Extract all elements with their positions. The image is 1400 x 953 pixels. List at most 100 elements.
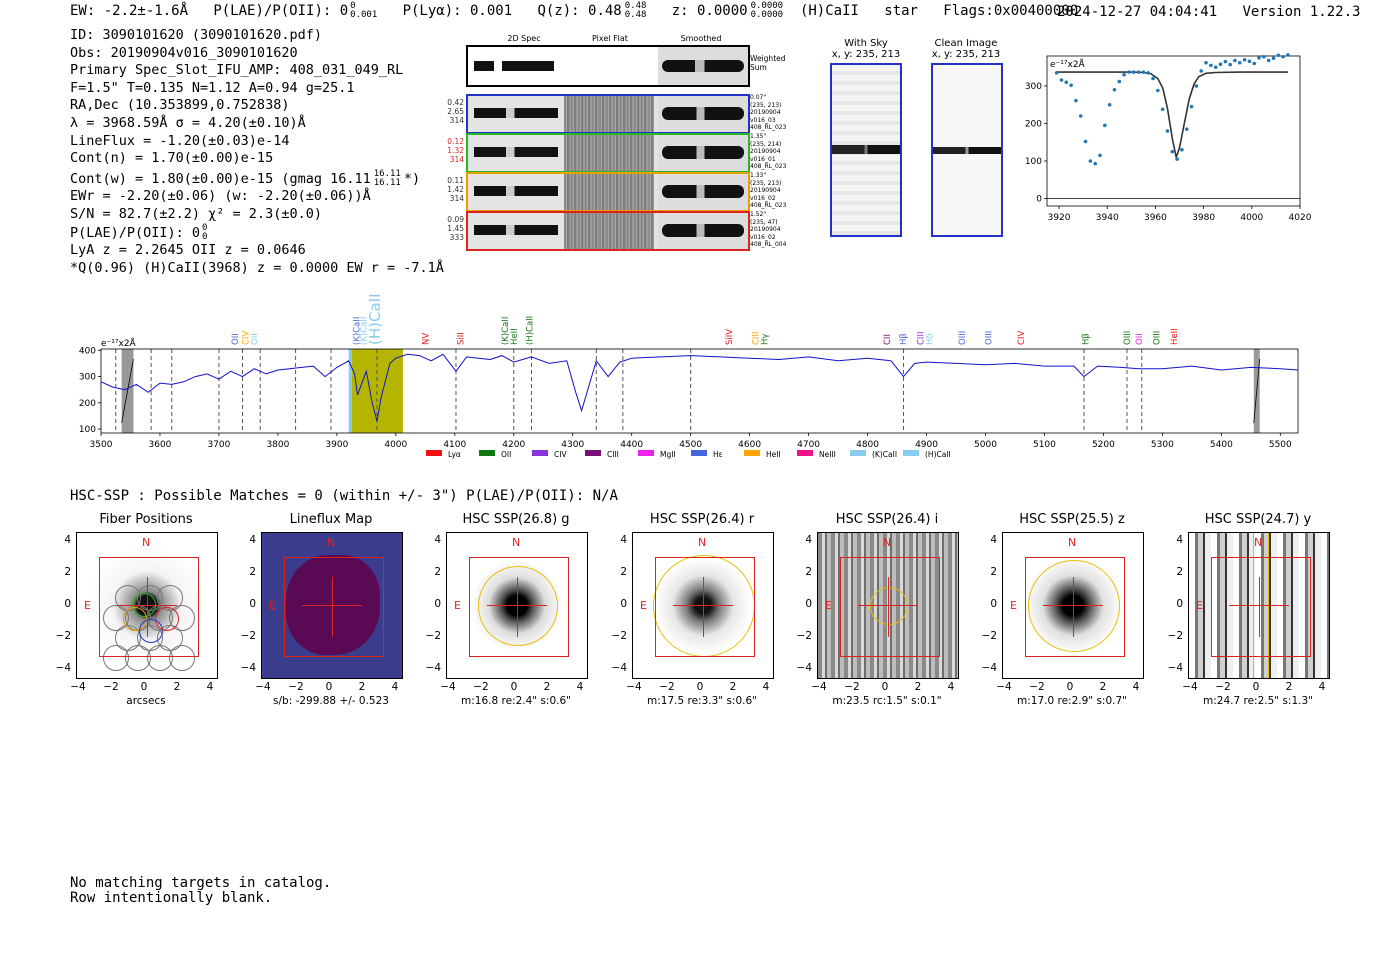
hsc-caption: m:24.7 re:2.5" s:1.3"	[1203, 695, 1313, 707]
legend-label: (K)CaII	[872, 450, 897, 459]
spectrum-xtick: 5300	[1151, 440, 1174, 450]
hsc-ytick: 4	[64, 534, 71, 546]
info-line: F=1.5" T=0.135 N=1.12 A=0.94 g=25.1	[70, 79, 355, 96]
with-sky-image	[830, 63, 902, 237]
hsc-panel-title: HSC SSP(26.8) g	[462, 512, 570, 527]
spec-row-cutout	[466, 94, 750, 134]
line-id-label: OIII	[958, 331, 968, 345]
spectrum-xtick: 5500	[1269, 440, 1292, 450]
hsc-cutout-image	[1188, 532, 1330, 679]
data-point	[1213, 65, 1218, 70]
hsc-xtick: 4	[576, 681, 584, 693]
legend-label: (H)CaII	[925, 450, 951, 459]
hsc-xtick: 2	[173, 681, 181, 693]
hsc-ytick: 4	[805, 534, 812, 546]
spectrum-xtick: 4400	[620, 440, 643, 450]
weighted-sum-row	[466, 45, 750, 87]
hsc-panel: Fiber Positions N E 4 2 0 −2 −4 −4 −2 0 2 4 arcsecs	[41, 508, 231, 718]
hsc-caption: s/b: -299.88 +/- 0.523	[273, 695, 389, 707]
hsc-xtick: 0	[1252, 681, 1260, 693]
line-id-label: OII	[1135, 333, 1145, 345]
legend-label: CIV	[554, 450, 567, 459]
zoom-frame	[1046, 55, 1301, 207]
line-id-label: (H)CaII	[526, 316, 536, 345]
data-point	[1175, 157, 1179, 161]
data-point	[1064, 80, 1069, 85]
line-id-label: Hβ	[1082, 333, 1092, 345]
hsc-cutout-image	[261, 532, 403, 679]
hsc-summary: HSC-SSP : Possible Matches = 0 (within +…	[70, 488, 618, 504]
spectrum-xtick: 4100	[443, 440, 466, 450]
col-title-pixelflat: Pixel Flat	[592, 34, 628, 43]
zoom-ylabel: e⁻¹⁷x2Å	[1050, 58, 1086, 70]
spec-row-stats: 0.12 1.32 314	[447, 137, 464, 164]
spectrum-line	[100, 353, 1299, 422]
zoom-xtick: 3960	[1144, 213, 1167, 223]
line-id-label: (K)CaII	[359, 317, 369, 345]
east-marker: E	[454, 599, 461, 612]
info-line: ID: 3090101620 (3090101620.pdf)	[70, 27, 322, 43]
north-marker: N	[698, 536, 707, 549]
hsc-ytick: 4	[1176, 534, 1183, 546]
hsc-xtick: 0	[140, 681, 148, 693]
header-z: z: 0.0000 0.0000 0.0000	[671, 1, 784, 20]
data-point	[1281, 54, 1285, 59]
spec-row-note: 1.52" (235, 47) 20190904 v016_02 408_RL_004	[750, 211, 787, 248]
spectrum-xtick: 4500	[679, 440, 702, 450]
hsc-cutout-image	[632, 532, 774, 679]
spec-row-note: 0.07" (235, 213) 20190904 v016_03 408_RL_023	[750, 94, 787, 131]
zoom-line-chart: e⁻¹⁷x2Å 3920 3940 3960 3980 4000 4020 0 100 200 30…	[1025, 53, 1312, 223]
hsc-ytick: 2	[64, 566, 71, 578]
data-point	[1271, 56, 1276, 61]
data-point	[1088, 159, 1093, 163]
legend-swatch	[426, 450, 442, 456]
full-spectrum-chart: e⁻¹⁷x2Å 3500 3600 3700 3800 3900 4000 4100 4200 4…	[79, 294, 1299, 459]
line-id-label: HeII	[1170, 328, 1180, 345]
hsc-ytick: −4	[55, 662, 71, 674]
spectrum-xtick: 3700	[207, 440, 230, 450]
data-point	[1117, 79, 1122, 84]
legend-label: HeII	[766, 450, 781, 459]
legend-swatch	[585, 450, 601, 456]
line-id-label: CIII	[917, 332, 927, 345]
hsc-ytick: −4	[425, 662, 441, 674]
info-line: Primary Spec_Slot_IFU_AMP: 408_031_049_R…	[70, 62, 404, 79]
line-id-label: CIV	[1017, 331, 1027, 345]
footer-line: No matching targets in catalog.	[70, 875, 332, 891]
hsc-xtick: 2	[543, 681, 551, 693]
spectrum-xtick: 4200	[502, 440, 525, 450]
info-line: Cont(n) = 1.70(±0.00)e-15	[70, 150, 274, 167]
spectrum-ytick: 200	[79, 399, 96, 409]
data-point	[1069, 83, 1073, 88]
hsc-xtick: 4	[762, 681, 770, 693]
hsc-xtick: 2	[914, 681, 922, 693]
line-id-label: (K)CaII	[352, 317, 362, 345]
zoom-ytick: 300	[1025, 82, 1042, 92]
line-id-label: OII	[250, 333, 260, 345]
hsc-cutout-image	[76, 532, 218, 679]
data-point	[1194, 84, 1199, 88]
legend-label: Hε	[713, 450, 723, 459]
info-line: EWr = -2.20(±0.06) (w: -2.20(±0.06))Å	[70, 188, 371, 205]
legend-label: OII	[501, 450, 511, 459]
data-point	[1103, 123, 1107, 128]
hsc-caption: m:23.5 rc:1.5" s:0.1"	[832, 695, 942, 707]
hsc-panel-title: Fiber Positions	[99, 512, 193, 527]
data-point	[1184, 127, 1189, 131]
hsc-xtick: 4	[947, 681, 955, 693]
hsc-xtick: 2	[1099, 681, 1107, 693]
hsc-xtick: −4	[626, 681, 642, 693]
data-point	[1204, 60, 1208, 65]
legend-swatch	[691, 450, 707, 456]
data-point	[1276, 53, 1281, 58]
legend-swatch	[744, 450, 760, 456]
spectrum-ytick: 300	[79, 373, 96, 383]
hsc-panels-row: Fiber Positions N E 4 2 0 −2 −4 −4 −2 0 2 4 arcsecs L…	[0, 508, 1400, 718]
info-line: LineFlux = -1.20(±0.03)e-14	[70, 132, 290, 149]
data-point	[1180, 147, 1184, 152]
hsc-cutout-image	[1002, 532, 1144, 679]
hsc-xtick: −2	[473, 681, 489, 693]
hsc-ytick: −2	[240, 630, 256, 642]
hsc-xtick: −2	[103, 681, 119, 693]
hsc-ytick: −4	[1167, 662, 1183, 674]
